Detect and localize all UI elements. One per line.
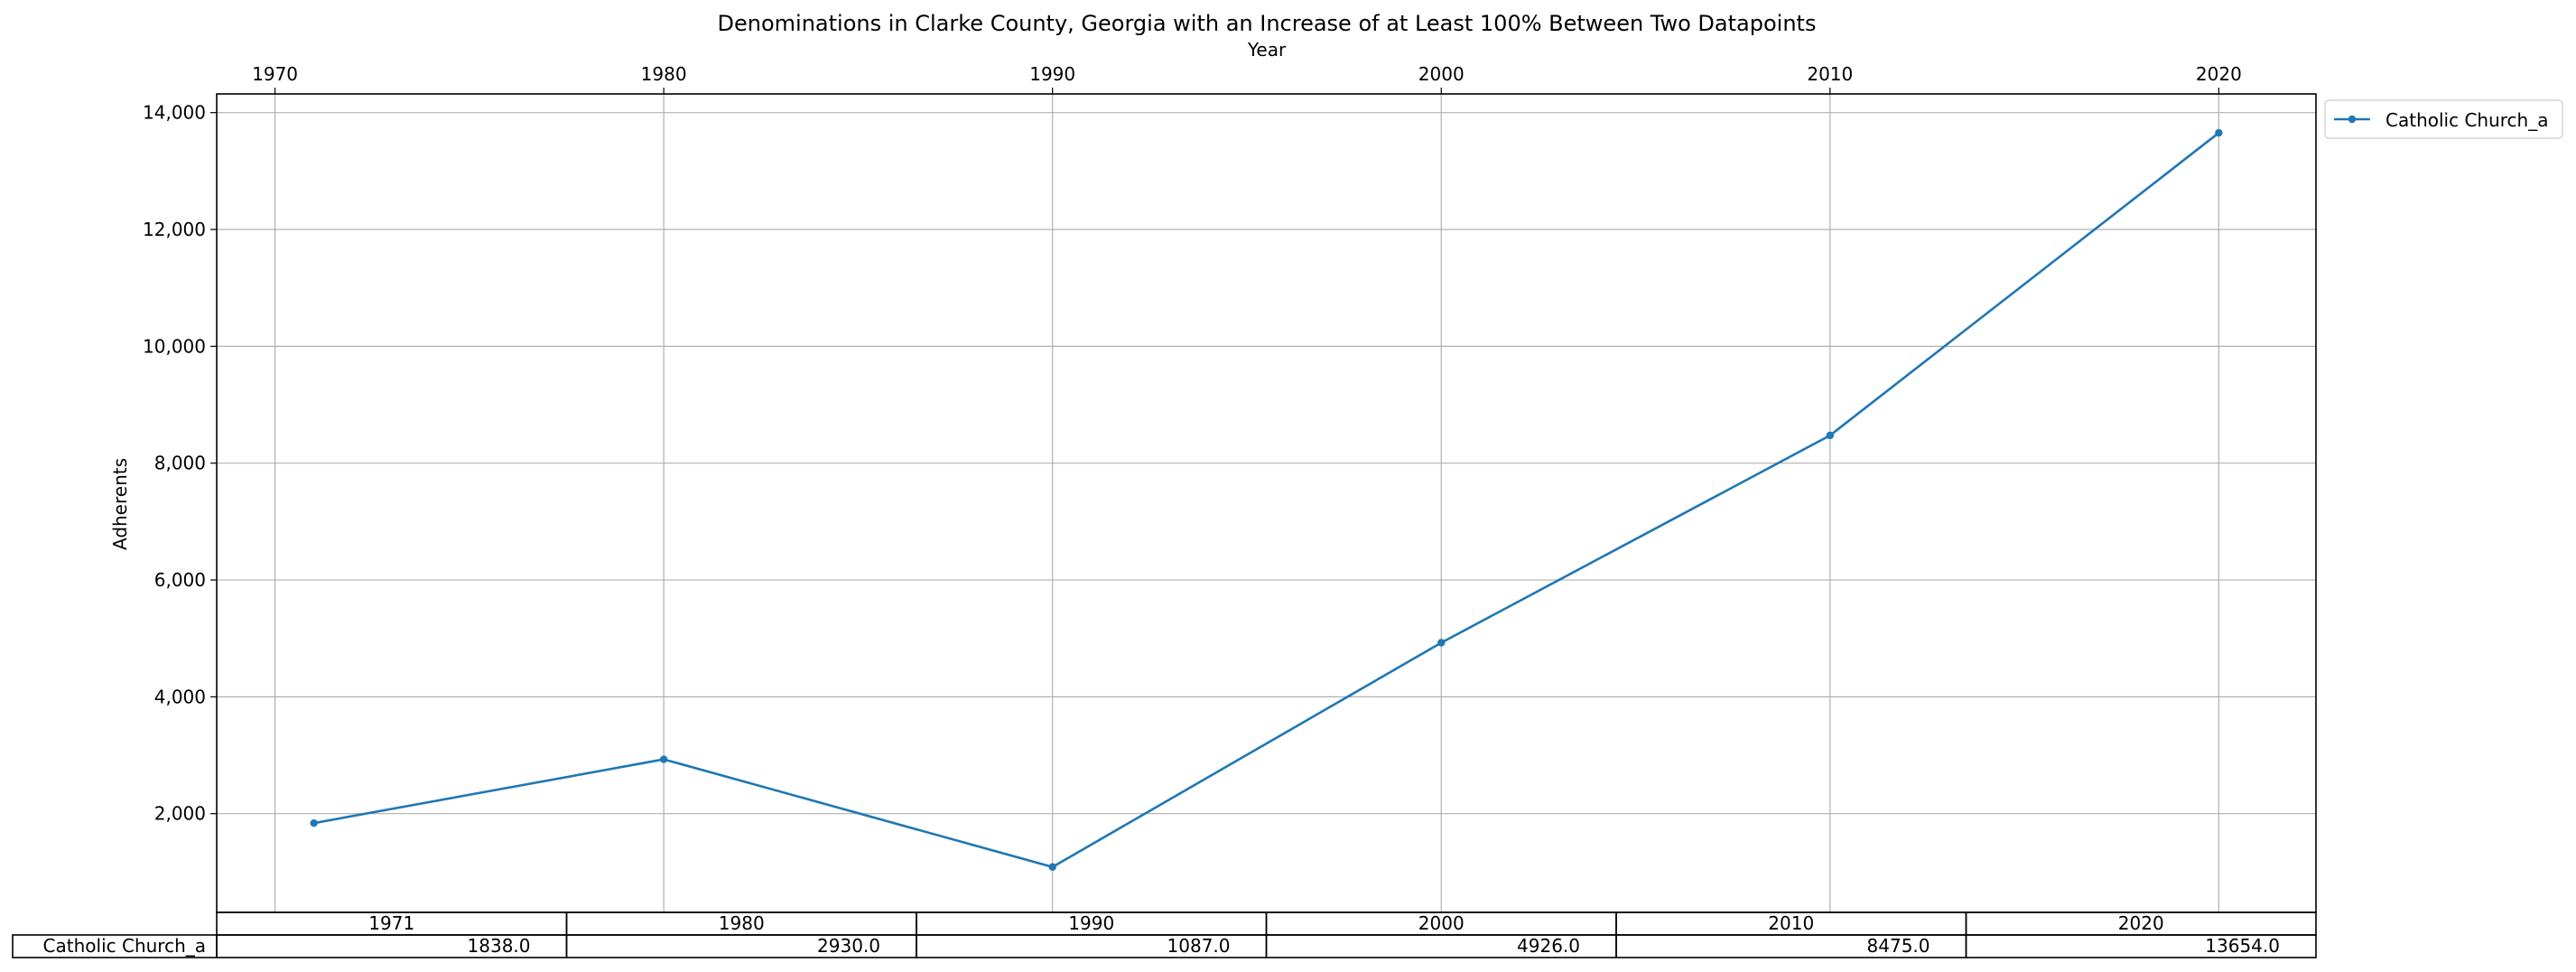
table-header-label: 1980 [719,912,765,934]
series-line [313,132,2220,869]
x-tick-label: 2010 [1807,63,1853,85]
y-tick-label: 8,000 [154,453,206,474]
axis-ticks: 1970 1980 1990 2000 2010 2020 2,000 4,000 6,000 8… [143,63,2242,825]
table-header-label: 1971 [368,912,414,934]
table-cell-value: 1838.0 [468,935,531,957]
x-tick-label: 2000 [1418,63,1465,85]
x-axis-label: Year [1247,39,1287,61]
y-axis-label: Adherents [109,458,131,550]
table-cell-value: 4926.0 [1517,935,1580,957]
x-tick-label: 2020 [2196,63,2242,85]
data-point [310,818,318,827]
data-point [2215,128,2223,137]
legend-box [2324,99,2563,139]
chart-title: Denominations in Clarke County, Georgia … [718,11,1817,36]
data-point [1048,863,1056,871]
legend-marker-swatch [2348,115,2357,124]
y-tick-label: 10,000 [143,335,206,357]
grid [217,94,2316,912]
table-cell-value: 2930.0 [817,935,880,957]
table-cell [1965,934,2317,958]
x-tick-label: 1980 [641,63,687,85]
data-table: 1971 1980 1990 2000 2010 2020 Catholic Church_… [12,911,2317,958]
legend-label: Catholic Church_a [2385,109,2548,131]
data-point [659,755,668,763]
y-tick-label: 2,000 [154,803,206,825]
y-tick-label: 12,000 [143,219,206,240]
table-header-label: 2010 [1768,912,1814,934]
data-point [1826,431,1835,440]
data-point [1437,639,1446,647]
series-layer [310,128,2223,871]
table-header-label: 2000 [1418,912,1465,934]
plot-frame [216,93,2317,913]
y-tick-label: 4,000 [154,686,206,707]
table-header-label: 2020 [2118,912,2164,934]
x-tick-label: 1970 [252,63,298,85]
table-cell-value: 8475.0 [1867,935,1930,957]
table-row-label: Catholic Church_a [43,935,206,957]
x-tick-label: 1990 [1029,63,1075,85]
table-cell-value: 13654.0 [2205,935,2280,957]
y-tick-label: 14,000 [143,102,206,124]
table-cell-value: 1087.0 [1167,935,1231,957]
legend: Catholic Church_a [2324,99,2563,139]
y-tick-label: 6,000 [154,569,206,591]
table-header-label: 1990 [1068,912,1114,934]
